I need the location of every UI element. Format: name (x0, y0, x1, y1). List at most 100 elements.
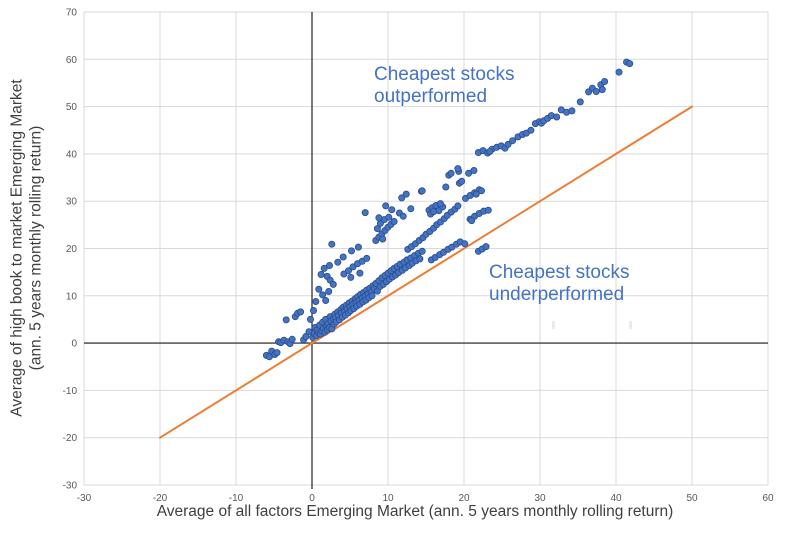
scatter-point (447, 169, 455, 177)
y-tick-label: 40 (66, 149, 78, 160)
scatter-point (356, 269, 364, 277)
scatter-point (407, 205, 415, 213)
scatter-point (461, 240, 469, 248)
scatter-point (320, 264, 328, 272)
watermark-artifact (552, 321, 555, 329)
x-tick-label: -20 (153, 493, 168, 504)
scatter-point (361, 209, 369, 217)
scatter-point (288, 335, 296, 343)
scatter-point (322, 296, 330, 304)
scatter-point (568, 107, 576, 115)
y-tick-label: 30 (66, 197, 78, 208)
scatter-point (482, 243, 490, 251)
y-tick-label: -10 (63, 386, 78, 397)
scatter-point (385, 213, 393, 221)
y-tick-label: 60 (66, 55, 78, 66)
scatter-point (398, 194, 406, 202)
x-axis-title: Average of all factors Emerging Market (… (156, 503, 674, 520)
scatter-point (347, 273, 355, 281)
scatter-point (477, 187, 485, 195)
scatter-point (354, 243, 362, 251)
scatter-point (375, 214, 383, 222)
y-tick-label: -20 (63, 433, 78, 444)
scatter-point (472, 190, 480, 198)
scatter-point (416, 255, 424, 263)
scatter-point (347, 247, 355, 255)
scatter-point (442, 183, 450, 191)
scatter-point (325, 261, 333, 269)
scatter-point (465, 169, 473, 177)
scatter-point (390, 217, 398, 225)
x-tick-label: 60 (762, 493, 774, 504)
scatter-point (504, 140, 512, 148)
scatter-point (297, 308, 305, 316)
y-tick-label: 70 (66, 8, 78, 19)
annotation-cheapest-outperformed: Cheapest stocks outperformed (374, 64, 515, 108)
scatter-point (454, 165, 462, 173)
scatter-point (527, 126, 535, 134)
scatter-point (312, 297, 320, 305)
scatter-point (325, 287, 333, 295)
scatter-point (339, 253, 347, 261)
annotation-cheapest-underperformed: Cheapest stocks underperformed (489, 262, 630, 306)
scatter-point (334, 258, 342, 266)
scatter-point (598, 86, 606, 94)
scatter-point (273, 349, 281, 357)
scatter-point (315, 285, 323, 293)
x-tick-label: -10 (229, 493, 244, 504)
scatter-point (458, 177, 466, 185)
scatter-point (309, 306, 317, 314)
x-tick-label: 30 (534, 493, 546, 504)
scatter-point (470, 166, 478, 174)
scatter-point (329, 280, 337, 288)
x-tick-label: 40 (610, 493, 622, 504)
scatter-point (436, 200, 444, 208)
x-tick-label: 10 (382, 493, 394, 504)
y-tick-label: 10 (66, 291, 78, 302)
scatter-point (576, 98, 584, 106)
scatter-point (402, 190, 410, 198)
x-tick-label: -30 (77, 493, 92, 504)
scatter-point (373, 225, 381, 233)
scatter-point (553, 113, 561, 121)
scatter-point (340, 270, 348, 278)
y-tick-label: -30 (63, 481, 78, 492)
scatter-point (418, 187, 426, 195)
scatter-point (319, 291, 327, 299)
x-tick-label: 50 (686, 493, 698, 504)
scatter-point (601, 78, 609, 86)
scatter-point (344, 267, 352, 275)
scatter-point (363, 254, 371, 262)
scatter-point (484, 206, 492, 214)
scatter-point (454, 202, 462, 210)
watermark-artifact (629, 321, 632, 329)
scatter-point (368, 292, 376, 300)
y-tick-label: 20 (66, 244, 78, 255)
x-tick-label: 0 (309, 493, 315, 504)
scatter-point (388, 206, 396, 214)
scatter-point (317, 270, 325, 278)
scatter-point (486, 147, 494, 155)
scatter-point (328, 240, 336, 248)
scatter-point (302, 332, 310, 340)
scatter-point (379, 235, 387, 243)
scatter-point (418, 247, 426, 255)
y-axis-title: Average of high book to market Emerging … (8, 79, 45, 417)
y-tick-label: 50 (66, 102, 78, 113)
y-tick-label: 0 (71, 339, 77, 350)
scatter-point (282, 316, 290, 324)
scatter-point (592, 88, 600, 96)
scatter-point (349, 263, 357, 271)
reference-diagonal-line (159, 105, 693, 439)
scatter-point (509, 137, 517, 145)
scatter-point (306, 315, 314, 323)
scatter-point (615, 68, 623, 76)
scatter-point (468, 217, 476, 225)
scatter-point (430, 208, 438, 216)
scatter-point (399, 212, 407, 220)
x-tick-label: 20 (458, 493, 470, 504)
scatter-point (382, 202, 390, 210)
scatter-point (626, 60, 634, 68)
